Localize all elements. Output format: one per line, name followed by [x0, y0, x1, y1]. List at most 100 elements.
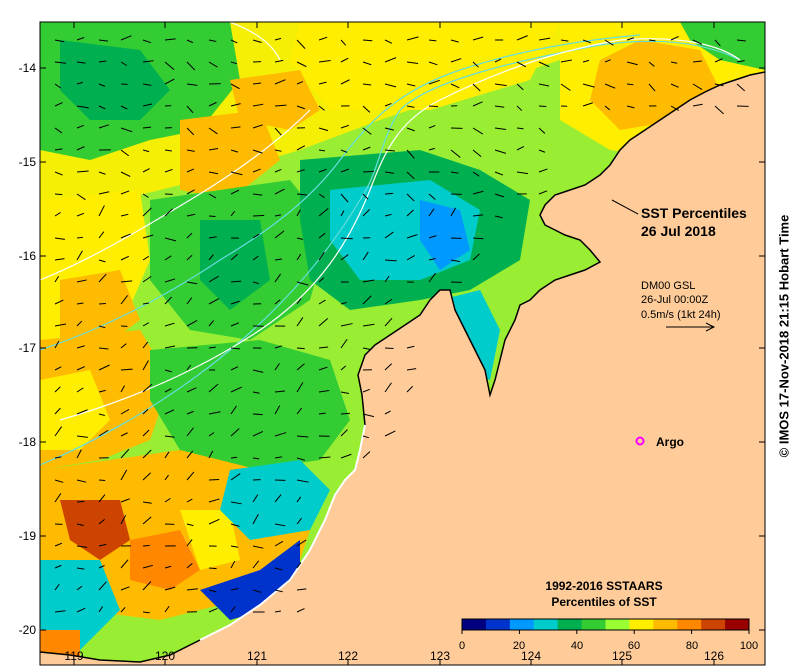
- legend-color-swatch: [462, 619, 487, 630]
- current-vector: [318, 412, 326, 415]
- current-vector: [230, 322, 240, 327]
- current-vector: [186, 498, 193, 503]
- current-vector: [76, 236, 84, 239]
- current-vector: [164, 435, 175, 438]
- current-vector: [252, 494, 259, 503]
- legend-title-line1: 1992-2016 SSTAARS: [545, 579, 662, 593]
- current-vector: [76, 124, 84, 129]
- current-vector: [76, 279, 87, 283]
- current-vector: [494, 83, 507, 87]
- current-vector: [142, 83, 152, 86]
- current-vector: [296, 457, 306, 461]
- current-vector: [318, 149, 326, 152]
- current-vector: [208, 320, 214, 327]
- current-vector: [340, 301, 347, 305]
- current-vector: [428, 61, 438, 66]
- current-vector: [98, 494, 106, 503]
- isotherm-contour: [40, 109, 311, 281]
- current-vector: [340, 323, 353, 327]
- current-vector: [142, 234, 154, 239]
- isobath-contour-2: [40, 40, 741, 466]
- current-vector: [186, 39, 194, 44]
- legend-ticks: 0 20 40 60 80 100: [459, 640, 758, 652]
- current-vector: [120, 469, 128, 481]
- current-vector: [208, 432, 215, 437]
- current-vector: [54, 258, 65, 261]
- y-tick-label: -18: [19, 435, 37, 449]
- current-vector: [714, 105, 724, 115]
- current-vector: [186, 410, 194, 415]
- current-vector: [296, 298, 302, 305]
- current-vector: [582, 59, 590, 63]
- current-vector: [54, 407, 61, 415]
- current-vector: [186, 168, 195, 173]
- current-vector: [296, 517, 303, 525]
- current-vector: [164, 586, 176, 591]
- current-vector: [274, 188, 285, 195]
- current-vector: [670, 61, 678, 64]
- current-vector: [274, 405, 281, 415]
- current-vector: [538, 83, 550, 87]
- legend-tick-label: 100: [740, 640, 758, 652]
- land-mass: [40, 22, 765, 665]
- current-vector: [120, 559, 129, 569]
- current-vector: [252, 457, 260, 460]
- current-vector: [296, 253, 302, 261]
- current-vector: [670, 83, 679, 88]
- current-vector: [208, 275, 219, 283]
- current-vector: [252, 193, 263, 196]
- current-vector: [582, 39, 592, 44]
- current-vector: [362, 251, 369, 261]
- current-vector: [208, 589, 217, 593]
- current-vector: [186, 450, 194, 459]
- current-vector: [120, 368, 133, 371]
- current-vector: [670, 35, 679, 41]
- current-vector: [76, 449, 82, 459]
- current-vector: [54, 61, 67, 64]
- current-vector: [186, 588, 198, 591]
- current-vector: [626, 105, 635, 109]
- current-vector: [76, 585, 83, 591]
- current-vector: [318, 36, 328, 41]
- current-vector: [296, 237, 303, 240]
- current-vector: [208, 518, 220, 525]
- current-vector: [98, 565, 105, 569]
- current-vector: [230, 523, 240, 527]
- current-vector: [230, 545, 239, 548]
- current-vector: [406, 345, 415, 349]
- current-vector: [274, 432, 287, 437]
- current-vector: [76, 435, 88, 438]
- y-tick-label: -15: [19, 155, 37, 169]
- current-vector: [164, 565, 172, 569]
- current-vector: [384, 149, 396, 152]
- current-vector: [208, 346, 216, 349]
- coastal-white-edge: [199, 424, 366, 641]
- current-vector: [252, 369, 264, 373]
- current-info-time: 26-Jul 00:00Z: [641, 294, 709, 306]
- current-vector: [670, 105, 679, 111]
- current-vector: [142, 429, 150, 437]
- current-vector: [230, 347, 241, 350]
- current-vector: [428, 39, 437, 42]
- current-vector: [296, 39, 306, 49]
- current-vector: [230, 366, 239, 371]
- current-vector: [230, 606, 236, 613]
- current-vector: [164, 168, 173, 173]
- current-vector: [274, 37, 282, 41]
- current-vector: [98, 105, 106, 110]
- current-vector: [604, 39, 614, 46]
- current-vector: [428, 258, 436, 261]
- current-vector: [54, 39, 65, 43]
- current-vector: [98, 273, 107, 283]
- current-vector: [120, 127, 133, 133]
- current-vector: [98, 259, 106, 263]
- current-vector: [208, 61, 218, 68]
- current-vector: [186, 127, 195, 136]
- current-vector: [296, 588, 307, 591]
- current-vector: [296, 539, 307, 547]
- current-vector: [472, 83, 481, 92]
- current-vector: [98, 124, 109, 129]
- current-vector: [54, 366, 62, 371]
- current-vector: [736, 60, 745, 63]
- current-vector: [54, 583, 60, 591]
